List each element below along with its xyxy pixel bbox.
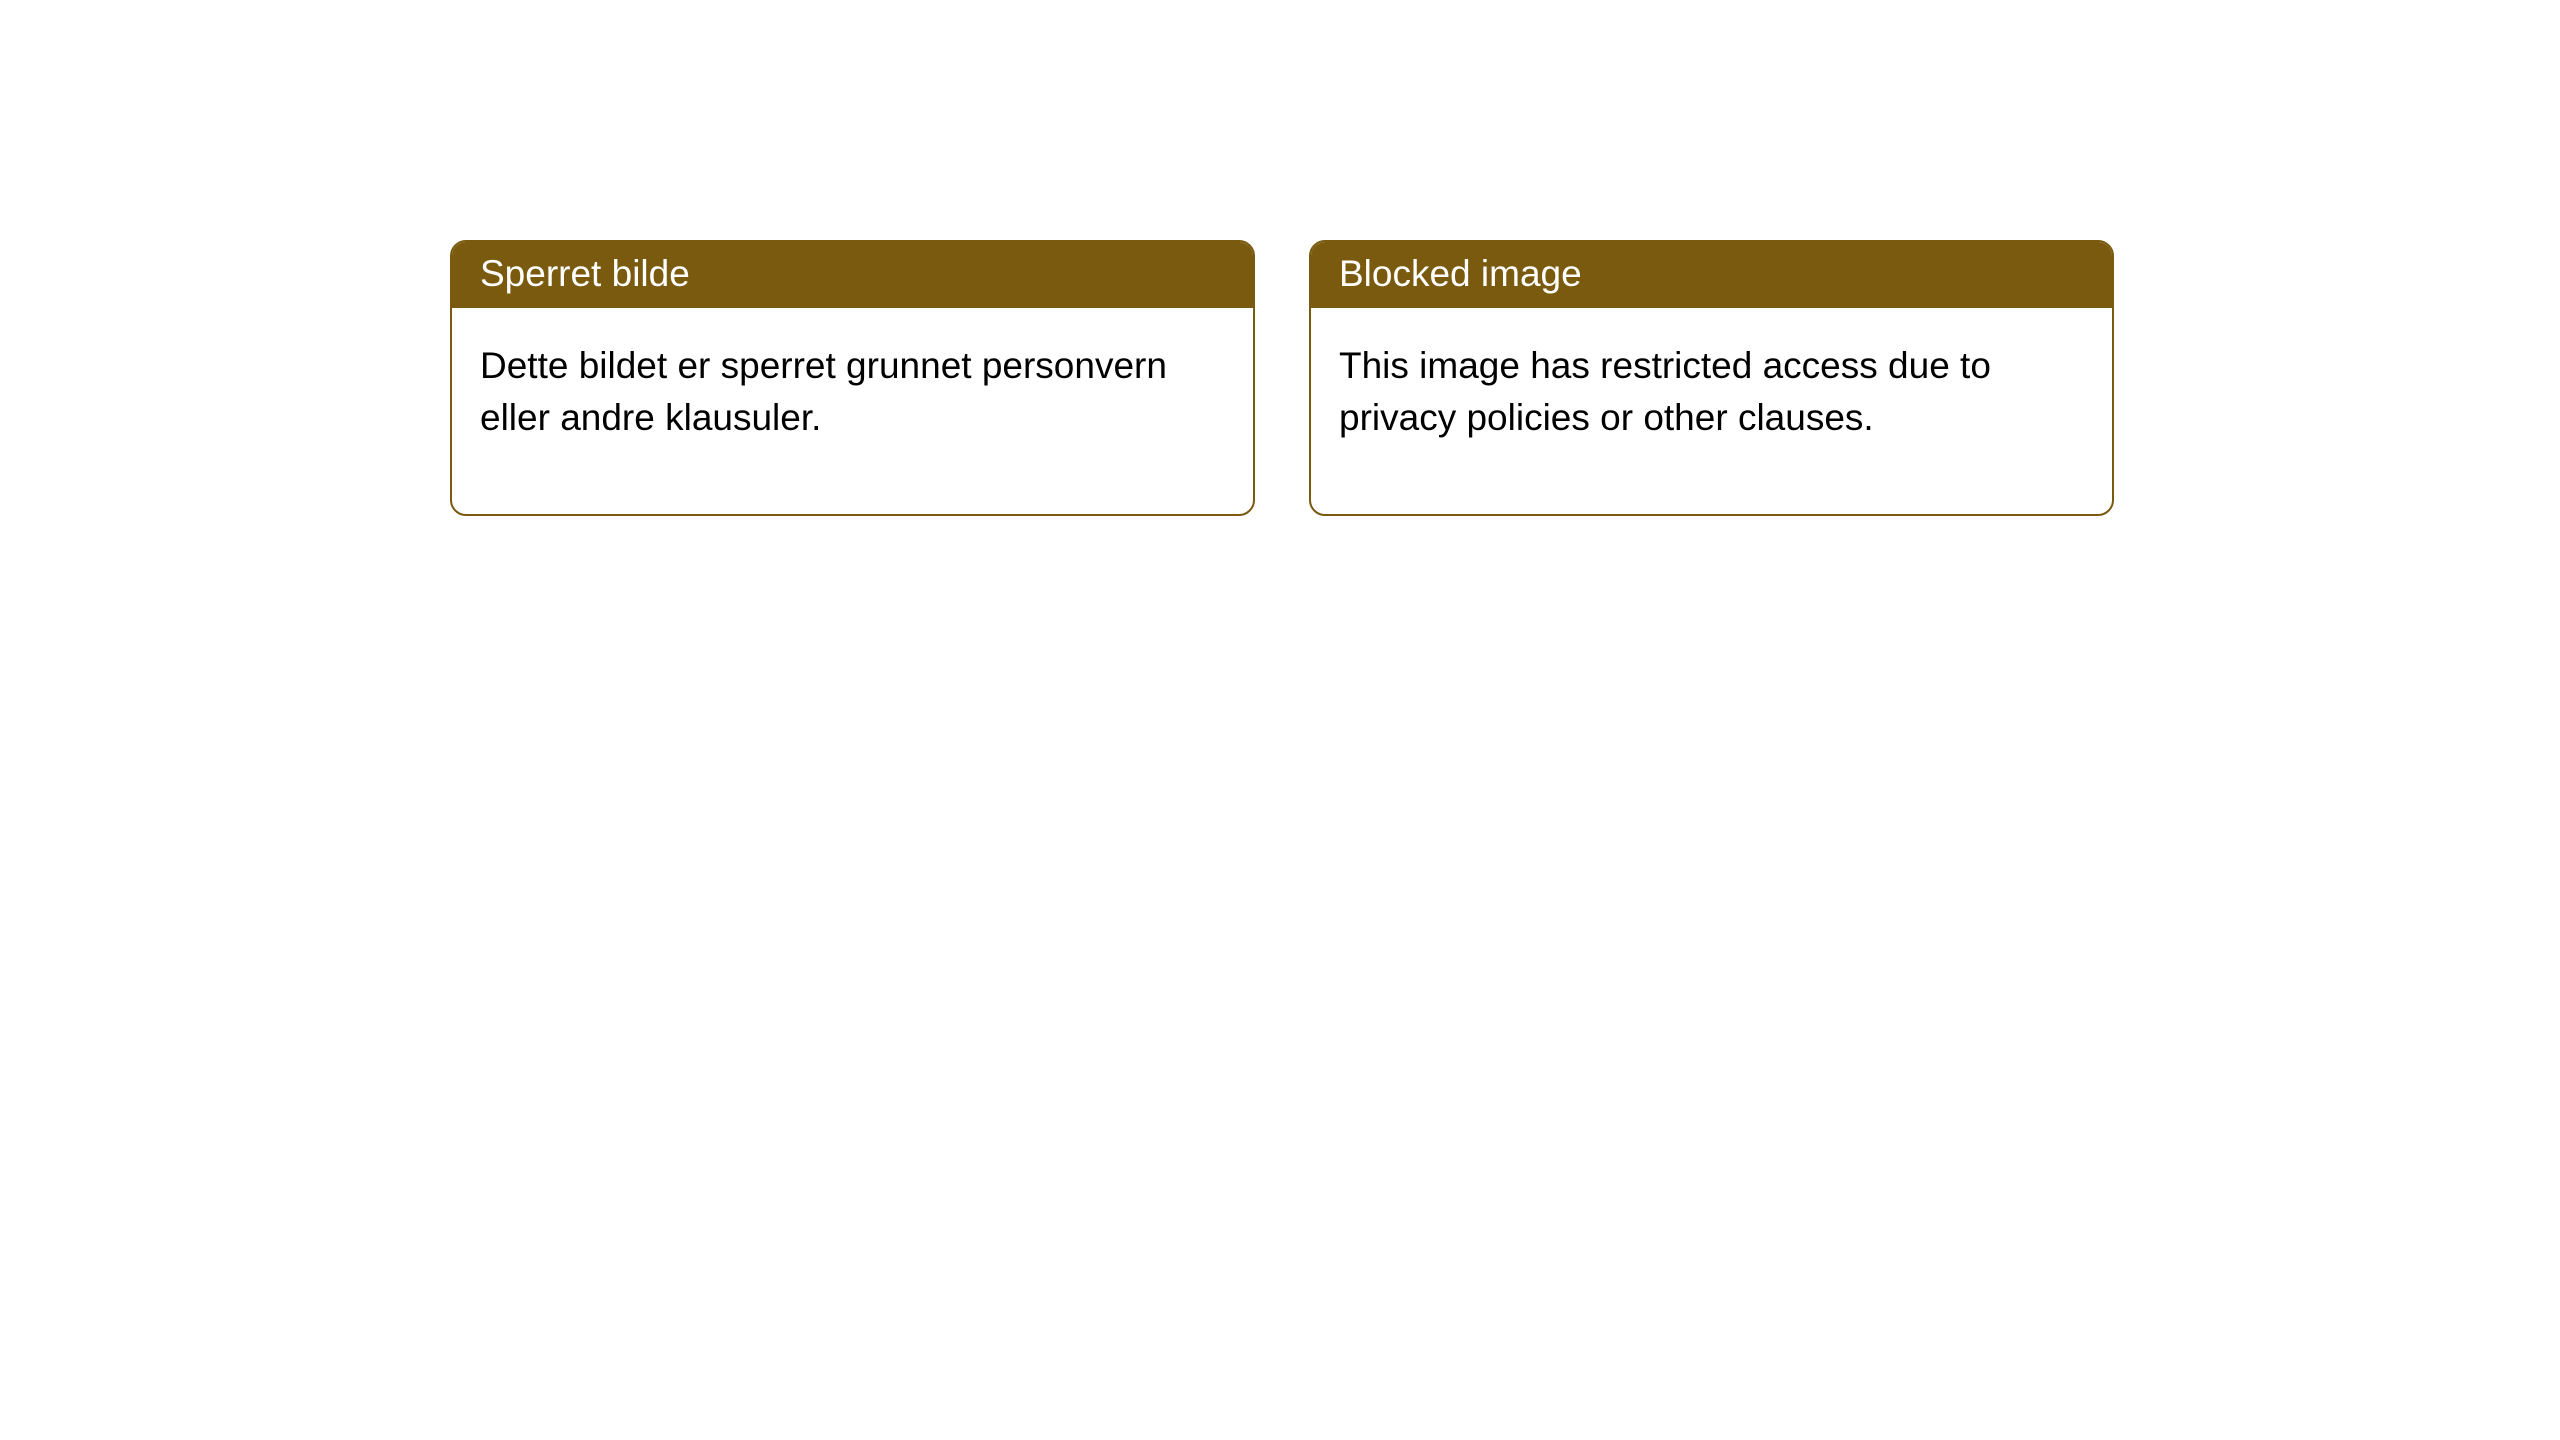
notice-box-english: Blocked image This image has restricted …: [1309, 240, 2114, 516]
notice-box-norwegian: Sperret bilde Dette bildet er sperret gr…: [450, 240, 1255, 516]
notice-body: Dette bildet er sperret grunnet personve…: [452, 308, 1253, 514]
notice-body: This image has restricted access due to …: [1311, 308, 2112, 514]
notice-title: Sperret bilde: [452, 242, 1253, 308]
notice-container: Sperret bilde Dette bildet er sperret gr…: [0, 0, 2560, 516]
notice-title: Blocked image: [1311, 242, 2112, 308]
